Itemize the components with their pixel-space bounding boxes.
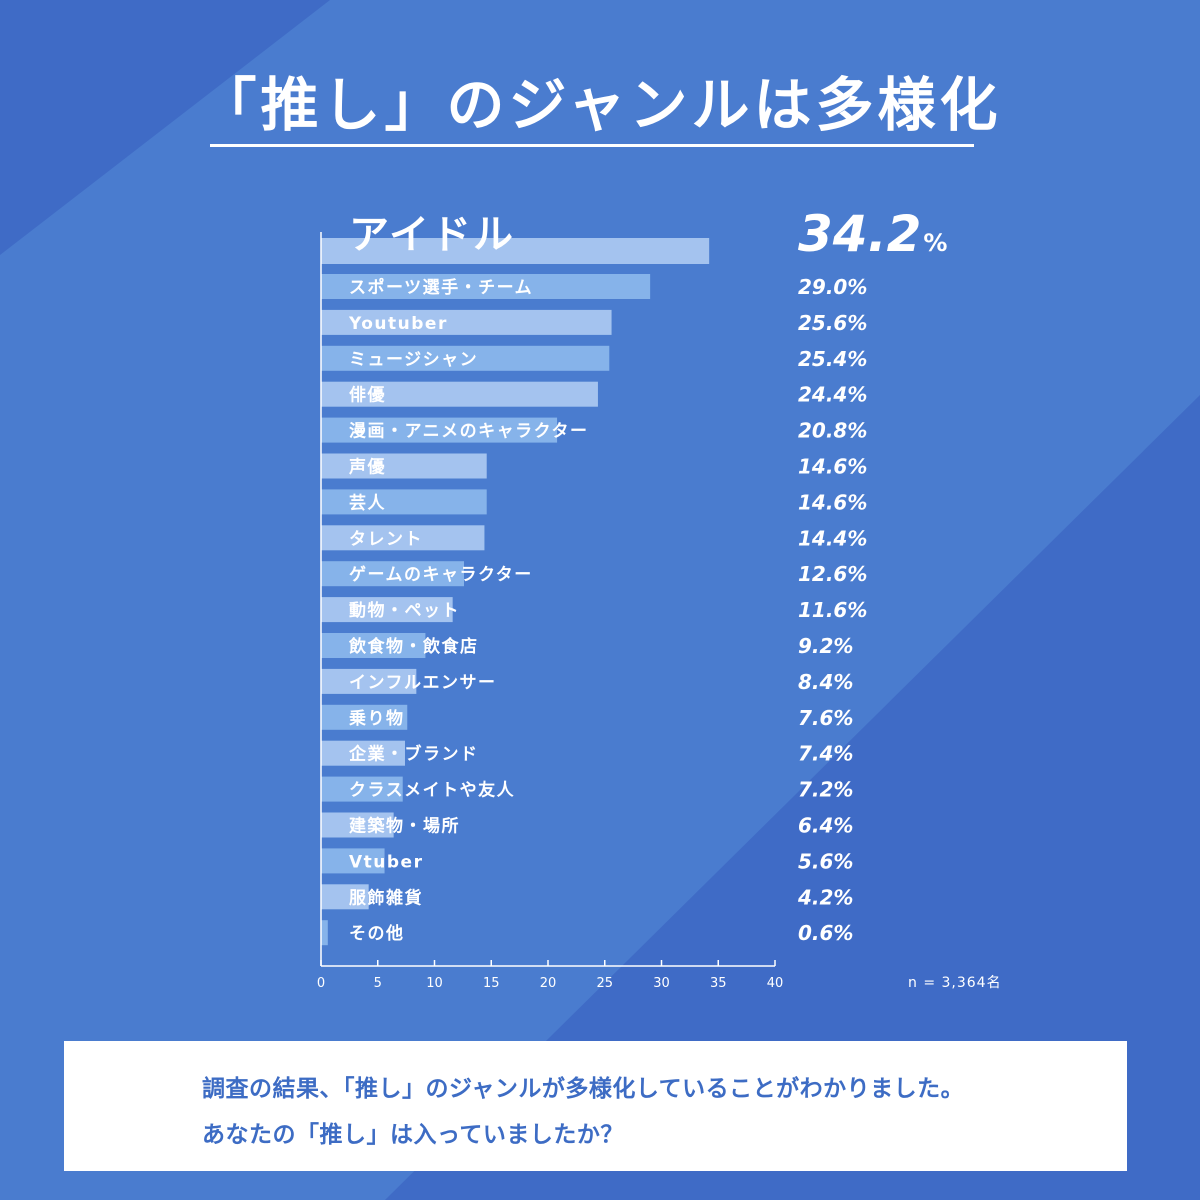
bar-15 xyxy=(321,740,405,766)
bar-14 xyxy=(321,704,408,730)
category-label-11: 動物・ペット xyxy=(349,600,460,621)
bar-10 xyxy=(321,561,465,587)
sample-size: n = 3,364名 xyxy=(908,975,1002,991)
title-underline xyxy=(210,144,974,147)
note-line-2: あなたの「推し」は入っていましたか？ xyxy=(202,1122,624,1148)
bar-9 xyxy=(321,525,485,551)
value-label-14: 7.6% xyxy=(798,706,853,730)
x-axis: 0 5 10 15 20 25 30 35 40 xyxy=(317,232,783,991)
bar-2 xyxy=(321,274,651,299)
category-label-16: クラスメイトや友人 xyxy=(349,780,515,801)
note-box: 調査の結果、「推し」のジャンルが多様化していることがわかりました。 あなたの「推… xyxy=(64,1041,1127,1171)
x-tick-label-30: 30 xyxy=(653,976,670,991)
value-label-19: 4.2% xyxy=(797,885,853,909)
category-label-2: スポーツ選手・チーム xyxy=(349,277,533,298)
value-label-16: 7.2% xyxy=(798,778,853,802)
category-label-5: 俳優 xyxy=(349,385,386,406)
value-label-20: 0.6% xyxy=(798,921,853,945)
value-label-8: 14.6% xyxy=(798,490,867,514)
bar-13 xyxy=(321,668,417,694)
x-tick-label-40: 40 xyxy=(767,976,784,991)
category-label-12: 飲食物・飲食店 xyxy=(348,636,479,657)
x-tick-label-5: 5 xyxy=(374,976,382,991)
x-tick-label-35: 35 xyxy=(710,976,727,991)
bar-20 xyxy=(321,920,328,946)
bar-4 xyxy=(321,345,610,371)
category-label-10: ゲームのキャラクター xyxy=(349,564,533,585)
x-tick-label-25: 25 xyxy=(596,976,613,991)
note-line-1: 調査の結果、「推し」のジャンルが多様化していることがわかりました。 xyxy=(202,1076,965,1102)
value-label-11: 11.6% xyxy=(798,598,867,622)
x-tick-label-15: 15 xyxy=(483,976,500,991)
value-label-7: 14.6% xyxy=(798,455,867,479)
value-label-5: 24.4% xyxy=(798,383,867,407)
value-label-1: 34.2% xyxy=(798,205,947,263)
bars-group: アイドル 34.2% スポーツ選手・チーム 29.0% Youtuber 25.6% ミュー… xyxy=(321,205,947,946)
bar-11 xyxy=(321,597,453,623)
bar-5 xyxy=(321,381,598,407)
category-label-19: 服飾雑貨 xyxy=(349,887,423,908)
category-label-8: 芸人 xyxy=(349,492,386,513)
bar-8 xyxy=(321,489,487,515)
bar-18 xyxy=(321,848,385,874)
page-title: 「推し」のジャンルは多様化 xyxy=(198,71,1002,139)
value-label-15: 7.4% xyxy=(798,742,853,766)
bar-19 xyxy=(321,884,369,910)
value-label-6: 20.8% xyxy=(798,419,867,443)
bar-17 xyxy=(321,812,394,838)
value-label-2: 29.0% xyxy=(798,275,867,299)
category-label-3: Youtuber xyxy=(348,314,448,334)
background-stripe-top-left xyxy=(0,0,330,255)
bar-7 xyxy=(321,453,487,479)
value-unit: % xyxy=(923,229,947,257)
bar-1 xyxy=(321,238,710,264)
bar-6 xyxy=(321,417,558,443)
value-label-10: 12.6% xyxy=(798,562,867,586)
bar-3 xyxy=(321,309,612,335)
value-label-3: 25.6% xyxy=(798,311,867,335)
category-label-9: タレント xyxy=(349,529,423,549)
x-tick-label-10: 10 xyxy=(426,976,443,991)
value-label-9: 14.4% xyxy=(798,526,867,550)
category-label-20: その他 xyxy=(349,923,405,944)
category-label-14: 乗り物 xyxy=(348,708,405,729)
x-tick-label-20: 20 xyxy=(540,976,557,991)
value-label-17: 6.4% xyxy=(798,814,853,838)
category-label-6: 漫画・アニメのキャラクター xyxy=(349,421,588,442)
value-label-12: 9.2% xyxy=(798,634,853,658)
category-label-13: インフルエンサー xyxy=(349,673,497,693)
category-label-7: 声優 xyxy=(348,457,386,478)
category-label-15: 企業・ブランド xyxy=(348,744,479,765)
category-label-4: ミュージシャン xyxy=(349,350,478,370)
value-label-13: 8.4% xyxy=(798,670,853,694)
category-label-18: Vtuber xyxy=(349,852,423,872)
category-label-17: 建築物・場所 xyxy=(349,816,460,837)
category-label-1: アイドル xyxy=(349,212,515,258)
bar-12 xyxy=(321,633,426,658)
value-label-4: 25.4% xyxy=(798,347,867,371)
background-stripe-bottom-right xyxy=(385,395,1200,1200)
x-tick-label-0: 0 xyxy=(317,976,325,991)
bar-16 xyxy=(321,776,403,802)
value-label-18: 5.6% xyxy=(798,849,853,873)
